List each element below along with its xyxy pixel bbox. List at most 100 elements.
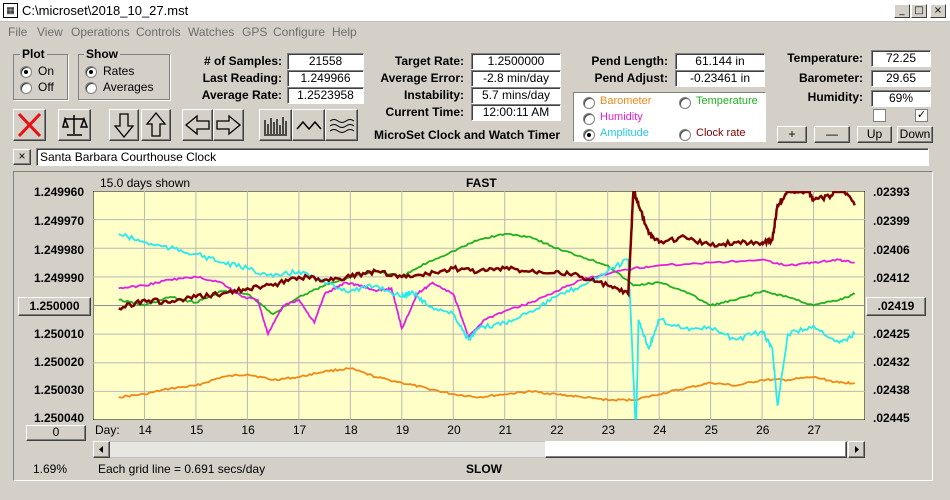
increase-button[interactable]: + bbox=[777, 126, 807, 143]
left-tick-label: 1.250020 bbox=[33, 355, 84, 369]
x-tick-label: 20 bbox=[447, 423, 461, 437]
menu-view[interactable]: View bbox=[37, 25, 63, 39]
stop-button[interactable] bbox=[13, 109, 46, 141]
pend-adjust-value: -0.23461 in bbox=[675, 70, 765, 87]
app-icon: ▦ bbox=[3, 3, 18, 18]
temperature-label: Temperature: bbox=[787, 51, 863, 65]
samples-value: 21558 bbox=[287, 53, 364, 70]
target-rate-label: Target Rate: bbox=[394, 54, 464, 68]
menu-controls[interactable]: Controls bbox=[136, 25, 181, 39]
decrease-button[interactable]: — bbox=[814, 126, 850, 143]
left-tick-label: 1.250010 bbox=[33, 327, 84, 341]
maximize-button[interactable]: □ bbox=[911, 4, 927, 18]
menu-watches[interactable]: Watches bbox=[188, 25, 235, 39]
average-rate-value: 1.2523958 bbox=[287, 87, 364, 104]
temperature-radio[interactable] bbox=[679, 97, 691, 109]
show-rates-radio[interactable] bbox=[85, 66, 97, 78]
scroll-left-button[interactable] bbox=[93, 441, 110, 458]
series-select-box bbox=[573, 92, 766, 142]
x-tick-label: 24 bbox=[653, 423, 667, 437]
left-tick-label: 1.249970 bbox=[33, 214, 84, 228]
line-view-button[interactable] bbox=[292, 109, 325, 141]
x-tick-label: 26 bbox=[756, 423, 770, 437]
arrow-right-button[interactable] bbox=[213, 109, 244, 141]
arrow-down-button[interactable] bbox=[109, 109, 139, 141]
menu-bar: File View Operations Controls Watches GP… bbox=[0, 22, 950, 42]
last-reading-label: Last Reading: bbox=[202, 71, 282, 85]
x-tick-label: 22 bbox=[550, 423, 564, 437]
barometer-value: 29.65 bbox=[871, 70, 931, 87]
plot-on-radio[interactable] bbox=[20, 66, 32, 78]
menu-help[interactable]: Help bbox=[332, 25, 357, 39]
left-tick-label: 1.250040 bbox=[33, 411, 84, 425]
watch-name-input[interactable]: Santa Barbara Courthouse Clock bbox=[36, 148, 929, 166]
x-tick-label: 15 bbox=[189, 423, 204, 437]
plot-group-title: Plot bbox=[20, 47, 47, 61]
red-x-icon bbox=[17, 112, 42, 138]
down-button[interactable]: Down bbox=[897, 126, 933, 143]
x-tick-label: 17 bbox=[292, 423, 307, 437]
zero-button[interactable]: 0 bbox=[26, 425, 86, 441]
plot-on-label: On bbox=[38, 64, 55, 78]
env-checkbox-2[interactable]: ✓ bbox=[915, 109, 928, 122]
grid-note: Each grid line = 0.691 secs/day bbox=[98, 462, 266, 476]
x-tick-label: 27 bbox=[807, 423, 821, 437]
scroll-left-icon bbox=[99, 446, 103, 453]
x-tick-label: 14 bbox=[138, 423, 152, 437]
temperature-option-label: Temperature bbox=[696, 95, 758, 107]
right-tick-label: .02399 bbox=[873, 214, 910, 228]
right-tick-label: .02406 bbox=[873, 243, 910, 257]
arrow-up-button[interactable] bbox=[141, 109, 171, 141]
right-tick-label: .02412 bbox=[873, 271, 910, 285]
plot-off-radio[interactable] bbox=[20, 82, 32, 94]
left-center-button[interactable]: 1.250000 bbox=[18, 297, 91, 316]
show-group-title: Show bbox=[84, 47, 120, 61]
average-rate-label: Average Rate: bbox=[201, 88, 282, 102]
arrow-right-icon bbox=[216, 114, 242, 136]
instability-label: Instability: bbox=[403, 88, 464, 102]
current-time-label: Current Time: bbox=[385, 105, 464, 119]
fast-label: FAST bbox=[466, 176, 497, 190]
barometer-radio[interactable] bbox=[583, 97, 595, 109]
right-tick-label: .02432 bbox=[873, 355, 910, 369]
arrow-left-button[interactable] bbox=[182, 109, 213, 141]
menu-operations[interactable]: Operations bbox=[71, 25, 130, 39]
left-tick-label: 1.249990 bbox=[33, 271, 84, 285]
env-checkbox-1[interactable] bbox=[873, 109, 886, 122]
smooth-view-button[interactable] bbox=[325, 109, 358, 141]
menu-gps[interactable]: GPS bbox=[242, 25, 268, 39]
x-axis-label: Day: bbox=[95, 423, 120, 437]
amplitude-radio[interactable] bbox=[583, 129, 595, 141]
arrow-up-icon bbox=[145, 111, 167, 137]
balance-button[interactable] bbox=[58, 109, 91, 141]
x-tick-label: 18 bbox=[344, 423, 358, 437]
bars-icon bbox=[264, 117, 287, 136]
x-tick-label: 25 bbox=[704, 423, 718, 437]
barometer-label: Barometer: bbox=[798, 71, 863, 85]
humidity-radio[interactable] bbox=[583, 113, 595, 125]
right-tick-label: .02425 bbox=[873, 327, 910, 341]
watch-close-button[interactable]: × bbox=[13, 149, 31, 165]
clock-rate-radio[interactable] bbox=[679, 129, 691, 141]
bar-view-button[interactable] bbox=[259, 109, 292, 141]
series-line-clock-rate bbox=[118, 191, 856, 311]
average-error-value: -2.8 min/day bbox=[471, 70, 561, 87]
up-button[interactable]: Up bbox=[857, 126, 892, 143]
menu-file[interactable]: File bbox=[8, 25, 28, 39]
series-line-amplitude bbox=[118, 232, 856, 420]
minimize-button[interactable]: _ bbox=[894, 4, 910, 18]
clock-rate-option-label: Clock rate bbox=[696, 127, 746, 139]
balance-scale-icon bbox=[62, 115, 89, 136]
series-line-temperature bbox=[118, 233, 856, 316]
show-averages-label: Averages bbox=[103, 80, 154, 94]
average-error-label: Average Error: bbox=[380, 71, 464, 85]
menu-configure[interactable]: Configure bbox=[273, 25, 326, 39]
scroll-right-button[interactable] bbox=[848, 441, 865, 458]
x-tick-label: 23 bbox=[601, 423, 616, 437]
scroll-thumb[interactable] bbox=[545, 441, 847, 458]
current-time-value: 12:00:11 AM bbox=[471, 104, 561, 121]
series-line-barometer bbox=[118, 367, 856, 403]
close-button[interactable]: × bbox=[930, 4, 946, 18]
right-center-button[interactable]: .02419 bbox=[866, 297, 926, 316]
show-averages-radio[interactable] bbox=[85, 82, 97, 94]
